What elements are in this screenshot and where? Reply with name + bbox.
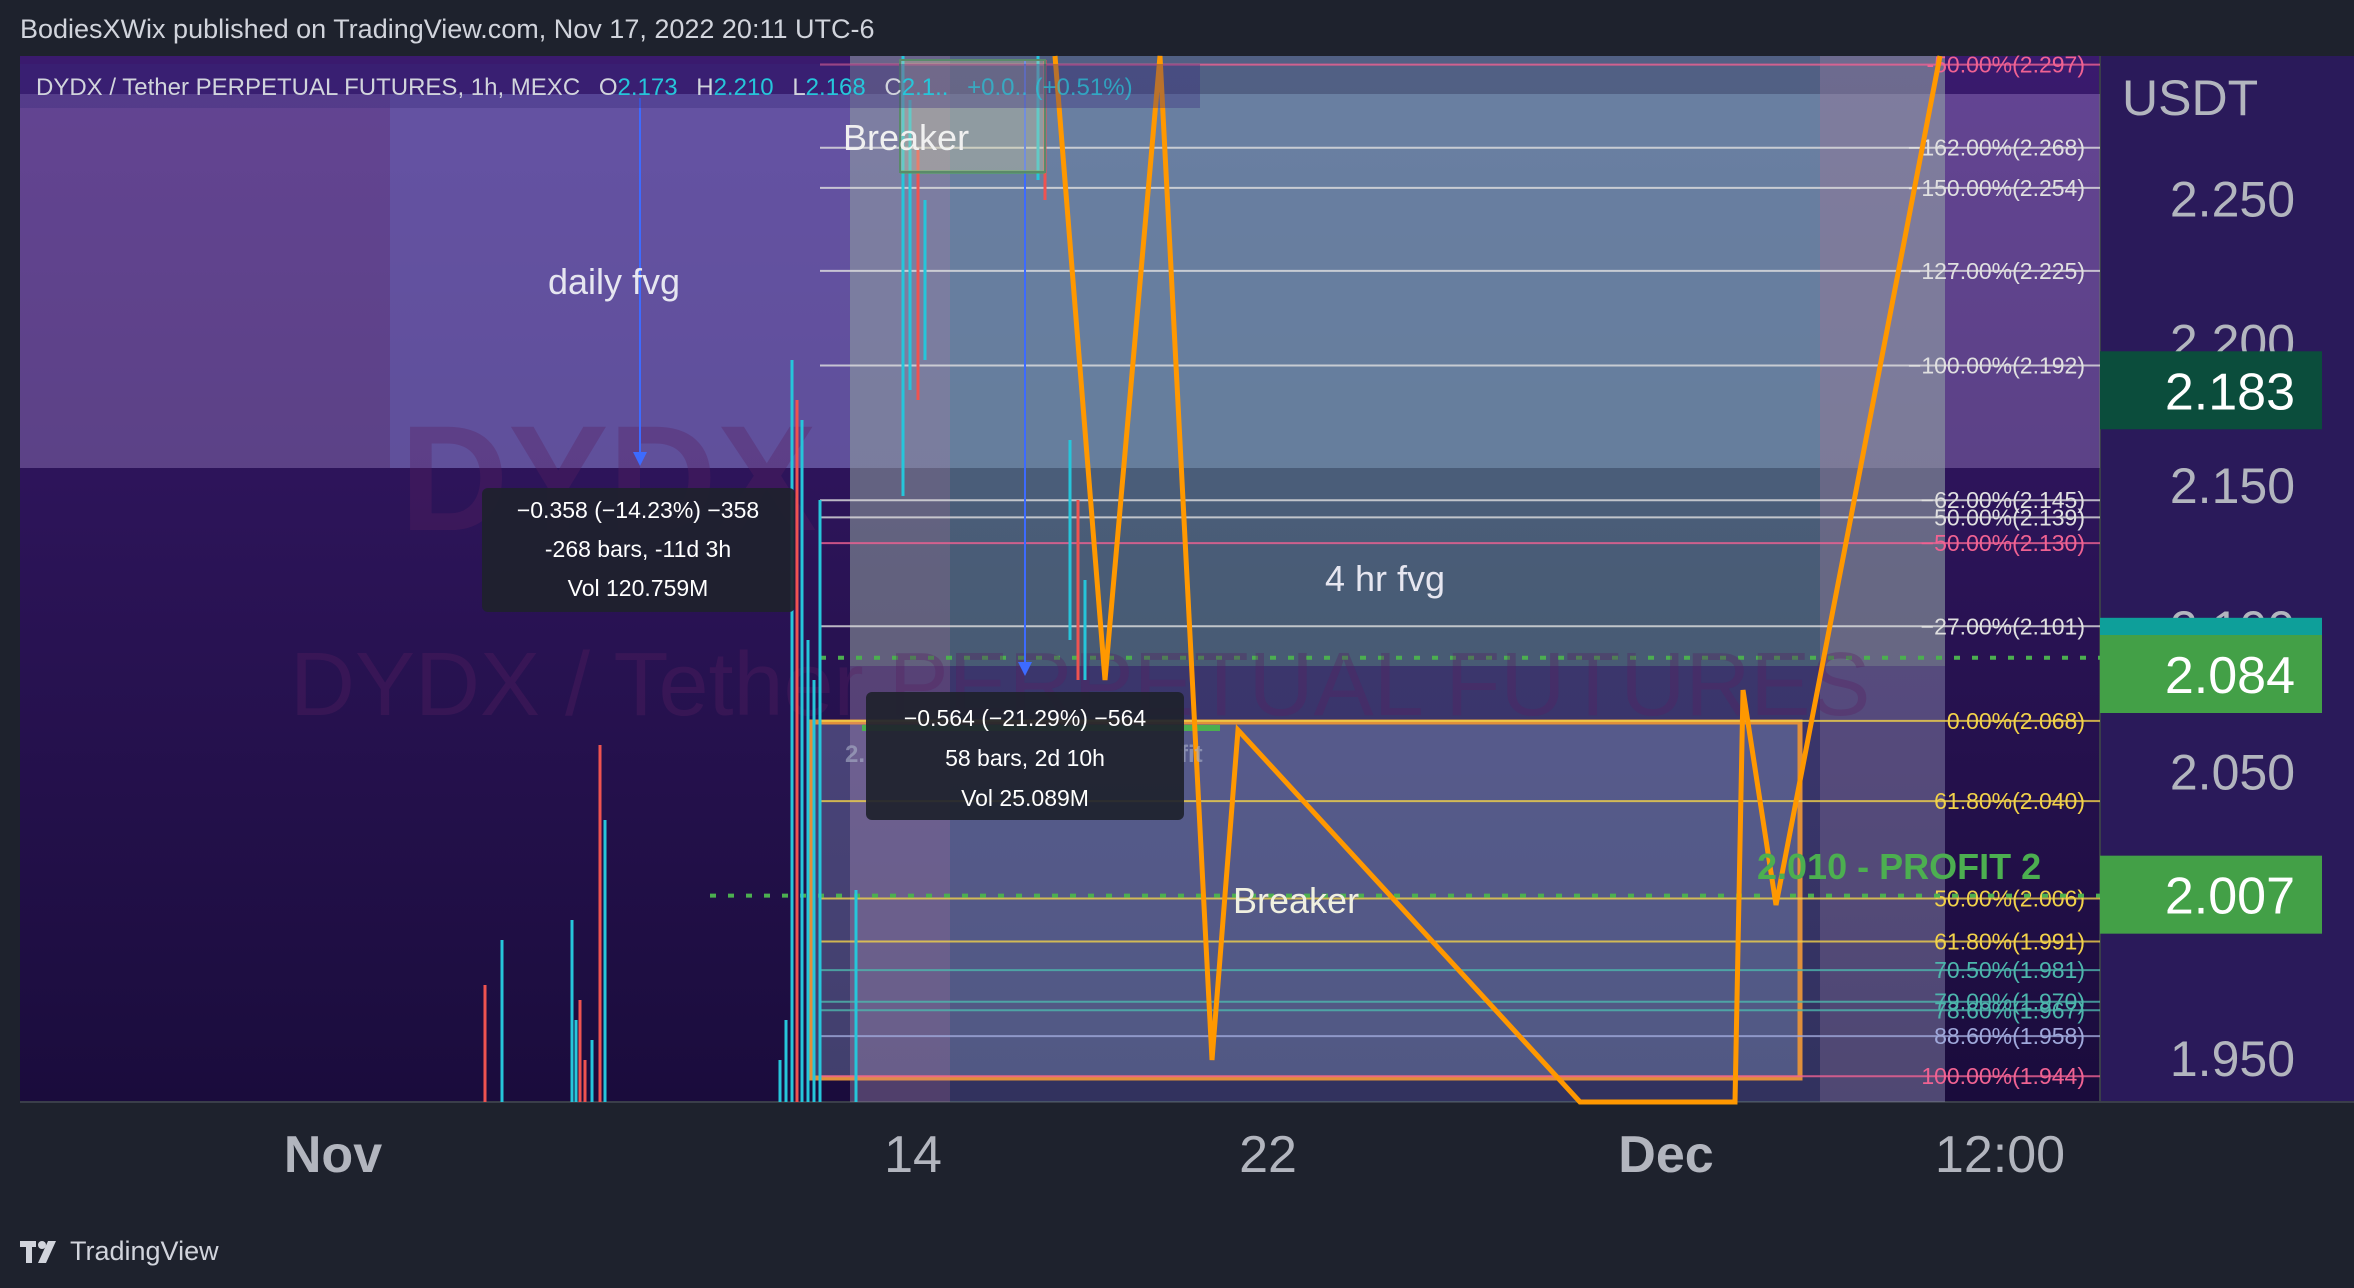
y-tick-5: 1.950 [2170,1031,2295,1087]
label-breaker-bottom[interactable]: Breaker [1233,880,1359,921]
svg-text:-268 bars, -11d 3h: -268 bars, -11d 3h [545,536,731,562]
price-label-bg-0 [2100,351,2322,430]
y-tick-4: 2.050 [2170,744,2295,800]
fib-levels: −162.00%(2.268) −150.00%(2.254) −127.00%(2… [820,52,2100,1089]
fib-label-14: 78.60%(1.967) [1934,997,2085,1023]
fib-label-9: 61.80%(2.040) [1934,788,2085,814]
x-tick-4: 12:00 [1935,1126,2065,1184]
fib-label-16: 100.00%(1.944) [1921,1063,2085,1089]
svg-text:58 bars, 2d 10h: 58 bars, 2d 10h [945,745,1105,771]
fib-label-11: 61.80%(1.991) [1934,929,2085,955]
price-label-bg-2 [2100,635,2322,714]
fib-label-17: -50.00%(2.297) [1926,52,2085,78]
publisher-line: BodiesXWix published on TradingView.com,… [20,14,875,44]
fib-label-5: 50.00%(2.139) [1934,504,2085,530]
x-tick-2: 22 [1239,1126,1297,1184]
measure-arrow-1-head [633,452,647,466]
price-label-bg-3 [2100,855,2322,934]
fib-label-12: 70.50%(1.981) [1934,957,2085,983]
zone-daily-fvg-inner [390,94,1820,468]
fib-label-8: 0.00%(2.068) [1947,708,2085,734]
zone-daily-fvg[interactable] [20,94,2100,468]
fib-label-15: 88.60%(1.958) [1934,1023,2085,1049]
price-label-2: 2.084 [2165,647,2295,705]
fib-label-1: −150.00%(2.254) [1908,175,2085,201]
fib-label-10: 50.00%(2.006) [1934,886,2085,912]
fib-label-3: −100.00%(2.192) [1908,353,2085,379]
fib-label-7: −27.00%(2.101) [1921,613,2085,639]
currency-label: USDT [2122,70,2258,126]
label-daily-fvg[interactable]: daily fvg [548,261,680,302]
zone-4hr-fvg[interactable] [850,56,1945,666]
measure-arrow-2-head [1018,662,1032,676]
orange-projection-path[interactable] [1052,55,1943,1105]
svg-text:−0.564 (−21.29%) −564: −0.564 (−21.29%) −564 [904,705,1147,731]
x-tick-1: 14 [884,1126,942,1184]
fib-label-2: −127.00%(2.225) [1908,258,2085,284]
breaker-top-box [899,59,1046,173]
header-bar: BodiesXWix published on TradingView.com,… [0,0,2354,56]
x-tick-3: Dec [1618,1126,1713,1184]
measure-box-2: −0.564 (−21.29%) −564 58 bars, 2d 10h Vo… [866,692,1184,820]
legend-line[interactable]: DYDX / Tether PERPETUAL FUTURES, 1h, MEX… [36,74,1133,101]
price-label-0: 2.183 [2165,363,2295,421]
time-axis-background [20,1102,2100,1218]
measure-box-1: −0.358 (−14.23%) −358 -268 bars, -11d 3h… [482,488,795,612]
plot-background [20,56,2100,1102]
label-profit2[interactable]: 2.010 - PROFIT 2 [1757,846,2041,887]
fib-label-4: −62.00%(2.145) [1921,487,2085,513]
fib-label-6: −50.00%(2.130) [1921,530,2085,556]
tradingview-logo-icon [20,1240,56,1263]
label-4hr-fvg[interactable]: 4 hr fvg [1325,558,1445,599]
price-label-3: 2.007 [2165,868,2295,926]
y-tick-0: 2.250 [2170,171,2295,227]
fib-label-0: −162.00%(2.268) [1908,135,2085,161]
legend-background [20,64,1200,108]
svg-text:Vol 120.759M: Vol 120.759M [568,575,709,601]
tradingview-brand-text: TradingView [70,1236,219,1266]
tradingview-brand[interactable]: TradingView [20,1236,219,1267]
label-hidden-a: 2. [845,741,865,768]
svg-text:Vol 25.089M: Vol 25.089M [961,785,1089,811]
x-axis-ticks: Nov 14 22 Dec 12:00 [284,1126,2065,1184]
label-breaker-top[interactable]: Breaker [843,117,969,158]
label-hidden-b: fit [1180,741,1203,768]
y-tick-2: 2.150 [2170,458,2295,514]
footer-bar [0,1220,2354,1288]
x-tick-0: Nov [284,1126,382,1184]
svg-text:−0.358 (−14.23%) −358: −0.358 (−14.23%) −358 [517,497,759,523]
zone-pink-strip [850,56,950,1102]
dotted-levels [710,655,2100,898]
time-axis-corner [2100,1102,2354,1218]
